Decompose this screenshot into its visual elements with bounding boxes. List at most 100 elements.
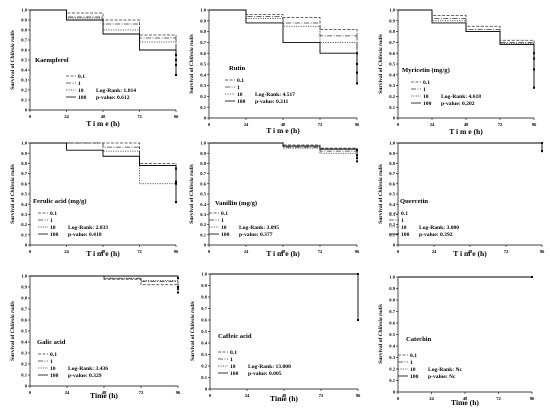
y-tick-label: 0.3: [21, 212, 27, 217]
legend-label: 100: [50, 373, 59, 379]
legend-label: 100: [237, 99, 246, 105]
legend-label: 0.1: [401, 211, 408, 217]
y-tick-label: 0.6: [21, 48, 27, 53]
x-tick-label: 48: [102, 390, 107, 395]
y-tick-label: 0.8: [21, 296, 27, 301]
series-line-100: [398, 9, 535, 88]
x-tick-label: 0: [209, 393, 212, 398]
y-axis-label: Survival of Chilesia rudis: [378, 164, 384, 224]
y-tick-label: 1.0: [201, 272, 207, 277]
series-end-marker: [175, 201, 177, 204]
y-axis-label-prefix: Survival of: [378, 66, 384, 94]
y-tick-label: 0.2: [200, 94, 206, 99]
legend-label: 100: [78, 95, 87, 101]
legend-label: 1: [221, 218, 224, 224]
y-tick-label: 0.5: [21, 192, 27, 197]
legend-label: 0.1: [237, 78, 244, 84]
y-tick-label: 0.2: [389, 367, 395, 372]
p-value-label: p-value: 0.005: [248, 371, 282, 377]
y-axis-label: Survival of Chilesia rudis: [10, 301, 16, 361]
x-tick-label: 72: [504, 249, 509, 254]
series-line-100: [209, 9, 358, 84]
y-tick-label: 0.5: [21, 58, 27, 63]
legend-label: 0.1: [230, 350, 237, 356]
y-axis-label-species: Chilesia rudis: [189, 34, 195, 66]
y-tick-label: 0.3: [389, 212, 395, 217]
y-axis-label-species: Chilesia rudis: [189, 164, 195, 196]
y-tick-label: 0.7: [21, 38, 27, 43]
p-value-label: p-value: 0.202: [441, 101, 475, 107]
x-axis-label: Time (h): [90, 391, 118, 400]
x-tick-label: 72: [139, 390, 144, 395]
log-rank-label: Log-Rank: 3.436: [68, 366, 108, 372]
y-tick-label: 0.5: [389, 62, 395, 67]
panel-4: 0 0.1 0.2 0.3 0.4 0.5 0.6 0.7 0.8 0.9 1.0 0 24 48 72 96…: [10, 141, 179, 258]
series-line-100: [398, 142, 543, 152]
legend-label: 0.1: [410, 353, 417, 359]
y-tick-label: 0.9: [200, 18, 206, 23]
x-tick-label: 48: [464, 122, 469, 127]
x-axis-label: Time (h): [270, 394, 298, 403]
x-tick-label: 96: [540, 249, 545, 254]
x-tick-label: 48: [282, 393, 287, 398]
x-tick-label: 24: [244, 122, 249, 127]
y-tick-label: 0: [393, 390, 396, 395]
y-tick-label: 0.8: [389, 161, 395, 166]
y-tick-label: 0.8: [201, 295, 207, 300]
x-axis-label: T i m e (h): [86, 119, 120, 128]
legend-label: 10: [401, 225, 407, 231]
y-tick-label: 0.6: [21, 318, 27, 323]
x-tick-label: 0: [29, 114, 32, 119]
y-tick-label: 0: [25, 384, 28, 389]
p-value-label: p-value: Nc: [428, 374, 456, 380]
y-tick-label: 0.5: [389, 192, 395, 197]
x-axis-label: T i m e (h): [86, 249, 120, 258]
series-line-1: [30, 275, 179, 287]
legend-label: 100: [221, 232, 230, 238]
p-value-label: p-value: 0.612: [96, 95, 130, 101]
x-tick-label: 96: [174, 114, 179, 119]
compound-label: Quercetin: [400, 198, 428, 205]
y-tick-label: 0: [25, 108, 28, 113]
compound-label: Caffeic acid: [218, 333, 252, 340]
x-tick-label: 48: [101, 249, 106, 254]
y-tick-label: 0.4: [21, 202, 27, 207]
y-axis-label-species: Chilesia rudis: [10, 301, 16, 333]
legend-label: 1: [423, 87, 426, 93]
x-tick-label: 24: [432, 249, 437, 254]
legend-label: 0.1: [78, 74, 85, 80]
y-tick-label: 0.6: [389, 51, 395, 56]
y-tick-label: 0.4: [21, 340, 27, 345]
compound-label: Rutin: [229, 65, 245, 72]
x-tick-label: 72: [137, 249, 142, 254]
y-axis-label-prefix: Survival of: [189, 196, 195, 224]
y-tick-label: 0.6: [200, 51, 206, 56]
series-line-10: [30, 275, 179, 293]
legend-label: 1: [50, 218, 53, 224]
series-end-marker: [357, 319, 359, 321]
legend-label: 10: [423, 94, 429, 100]
x-tick-label: 96: [174, 249, 179, 254]
x-tick-label: 72: [496, 396, 501, 401]
y-tick-label: 0.2: [21, 362, 27, 367]
y-tick-label: 1.0: [200, 8, 206, 13]
x-tick-label: 24: [429, 396, 434, 401]
y-axis-label-species: Chilesia rudis: [190, 301, 196, 333]
series-end-marker: [356, 82, 358, 85]
compound-label: Myricetin (mg/g): [402, 67, 450, 74]
y-tick-label: 1.0: [389, 8, 395, 13]
y-tick-label: 0.1: [389, 232, 395, 237]
y-tick-label: 0.2: [389, 222, 395, 227]
x-tick-label: 72: [318, 249, 323, 254]
y-tick-label: 0.6: [200, 181, 206, 186]
y-axis-label-prefix: Survival of: [378, 196, 384, 224]
y-axis-label: Survival of Chilesia rudis: [10, 164, 16, 224]
compound-label: Vanillin (mg/g): [215, 200, 257, 207]
legend-label: 1: [410, 360, 413, 366]
y-tick-label: 1.0: [21, 8, 27, 13]
x-tick-label: 72: [137, 114, 142, 119]
y-tick-label: 0.7: [389, 40, 395, 45]
y-tick-label: 0.8: [389, 29, 395, 34]
y-tick-label: 0.2: [389, 94, 395, 99]
panel-7: 0 0.1 0.2 0.3 0.4 0.5 0.6 0.7 0.8 0.9 1.0 0 24 48 72 96…: [10, 274, 181, 400]
